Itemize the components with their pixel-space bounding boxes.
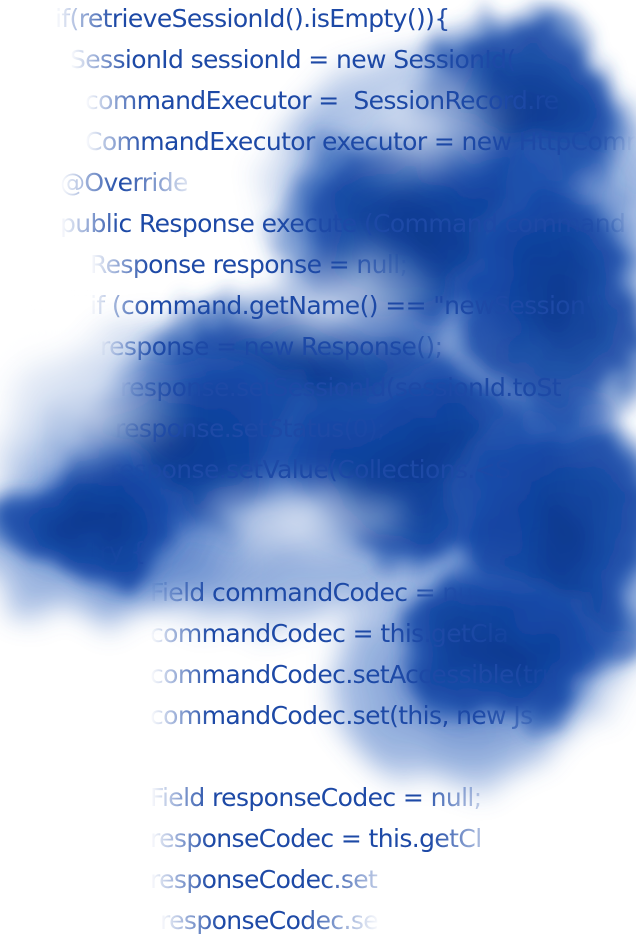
code-line: responseCodec.set [150, 865, 378, 894]
code-line: try { [90, 537, 146, 566]
code-line: response = new Response(); [100, 332, 443, 361]
code-line: responseCodec.se [160, 906, 379, 935]
code-line: Field responseCodec = null; [150, 783, 482, 812]
code-line: commandExecutor = SessionRecord.re [85, 86, 559, 115]
code-line: if (command.getName() == "newSession") [90, 291, 606, 320]
code-line: if(retrieveSessionId().isEmpty()){ [55, 4, 450, 33]
code-line: responseCodec = this.getCl [150, 824, 482, 853]
code-line: @Override [60, 168, 188, 197]
code-line: SessionId sessionId = new SessionId( [70, 45, 516, 74]
code-line: public Response execute (Command command [60, 209, 626, 238]
code-line: response.setValue(Collections.<S [110, 455, 511, 484]
code-line: response.setSessionId(sessionId.toSt [120, 373, 562, 402]
code-line: commandCodec.setAccessible(tru [150, 660, 558, 689]
code-line: CommandExecutor executor = new HttpCommc [85, 127, 636, 156]
code-line: Response response = null; [90, 250, 408, 279]
code-line: Field commandCodec = nu [150, 578, 474, 607]
code-line: response.setStatus(0); [115, 414, 386, 443]
code-line: commandCodec = this.getCla [150, 619, 509, 648]
code-line: commandCodec.set(this, new Js [150, 701, 533, 730]
